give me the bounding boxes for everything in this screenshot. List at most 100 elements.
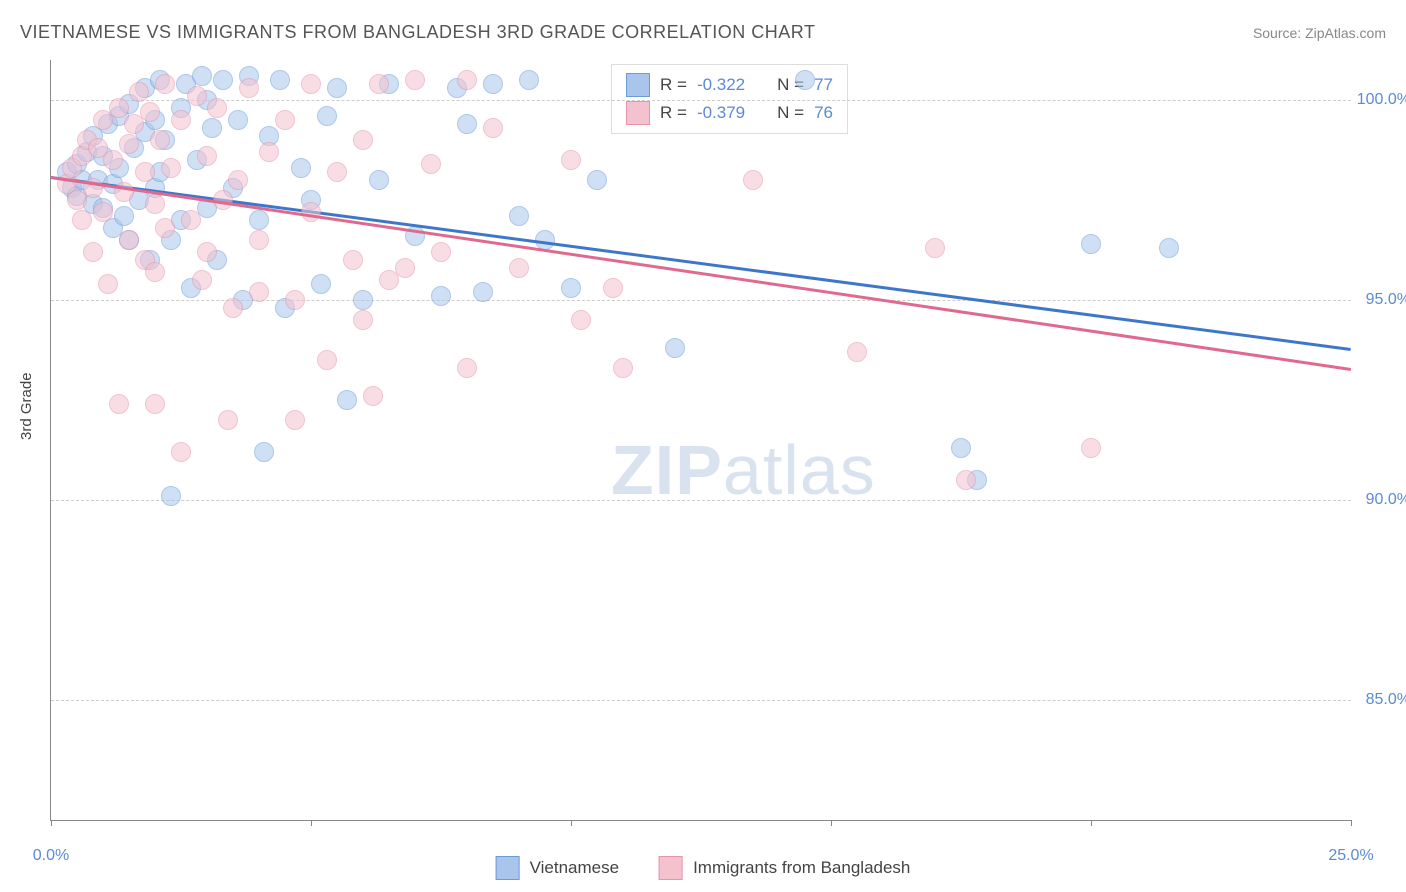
y-axis-label: 3rd Grade	[18, 372, 35, 440]
scatter-point	[363, 386, 383, 406]
scatter-point	[285, 290, 305, 310]
scatter-point	[457, 114, 477, 134]
scatter-point	[353, 290, 373, 310]
scatter-point	[239, 78, 259, 98]
scatter-point	[587, 170, 607, 190]
scatter-point	[353, 310, 373, 330]
scatter-point	[270, 70, 290, 90]
scatter-point	[207, 98, 227, 118]
scatter-point	[603, 278, 623, 298]
watermark-light: atlas	[723, 431, 876, 509]
scatter-point	[83, 242, 103, 262]
x-tick-mark	[571, 820, 572, 826]
scatter-point	[119, 134, 139, 154]
scatter-point	[192, 66, 212, 86]
scatter-point	[145, 194, 165, 214]
x-tick-mark	[311, 820, 312, 826]
scatter-point	[369, 74, 389, 94]
scatter-point	[98, 274, 118, 294]
scatter-point	[327, 78, 347, 98]
x-tick-mark	[1351, 820, 1352, 826]
scatter-point	[249, 230, 269, 250]
legend-label: Vietnamese	[530, 858, 619, 878]
watermark: ZIPatlas	[611, 430, 876, 510]
scatter-point	[161, 486, 181, 506]
scatter-point	[457, 70, 477, 90]
gridline-h	[51, 500, 1351, 501]
scatter-point	[213, 70, 233, 90]
scatter-point	[1159, 238, 1179, 258]
scatter-point	[795, 70, 815, 90]
r-value: -0.322	[697, 75, 745, 95]
scatter-point	[223, 298, 243, 318]
gridline-h	[51, 100, 1351, 101]
series-legend: VietnameseImmigrants from Bangladesh	[496, 856, 911, 880]
legend-swatch	[626, 101, 650, 125]
chart-title: VIETNAMESE VS IMMIGRANTS FROM BANGLADESH…	[20, 22, 815, 43]
scatter-point	[202, 118, 222, 138]
scatter-point	[613, 358, 633, 378]
x-tick-mark	[831, 820, 832, 826]
scatter-point	[285, 410, 305, 430]
scatter-point	[337, 390, 357, 410]
scatter-point	[103, 150, 123, 170]
x-tick-label: 0.0%	[33, 847, 69, 865]
source-label: Source: ZipAtlas.com	[1253, 25, 1386, 41]
scatter-point	[93, 202, 113, 222]
scatter-point	[155, 74, 175, 94]
scatter-point	[473, 282, 493, 302]
scatter-point	[275, 110, 295, 130]
stats-legend-row: R =-0.379N =76	[626, 99, 833, 127]
scatter-point	[197, 242, 217, 262]
scatter-point	[457, 358, 477, 378]
scatter-point	[119, 230, 139, 250]
legend-swatch	[659, 856, 683, 880]
r-label: R =	[660, 75, 687, 95]
scatter-point	[561, 278, 581, 298]
x-tick-mark	[51, 820, 52, 826]
scatter-point	[317, 106, 337, 126]
scatter-point	[1081, 438, 1101, 458]
scatter-point	[72, 210, 92, 230]
scatter-point	[291, 158, 311, 178]
x-tick-label: 25.0%	[1328, 847, 1373, 865]
scatter-point	[171, 110, 191, 130]
scatter-point	[135, 162, 155, 182]
scatter-point	[431, 242, 451, 262]
trend-line	[51, 176, 1351, 350]
scatter-point	[171, 442, 191, 462]
scatter-point	[187, 86, 207, 106]
scatter-point	[301, 74, 321, 94]
legend-swatch	[626, 73, 650, 97]
x-tick-mark	[1091, 820, 1092, 826]
scatter-point	[311, 274, 331, 294]
r-label: R =	[660, 103, 687, 123]
scatter-point	[150, 130, 170, 150]
r-value: -0.379	[697, 103, 745, 123]
y-tick-label: 90.0%	[1366, 491, 1406, 509]
scatter-point	[571, 310, 591, 330]
scatter-point	[561, 150, 581, 170]
scatter-point	[145, 262, 165, 282]
scatter-point	[301, 202, 321, 222]
scatter-point	[249, 282, 269, 302]
n-value: 77	[814, 75, 833, 95]
scatter-point	[181, 210, 201, 230]
scatter-point	[259, 142, 279, 162]
scatter-point	[228, 110, 248, 130]
y-tick-label: 100.0%	[1357, 91, 1406, 109]
scatter-point	[343, 250, 363, 270]
scatter-point	[109, 98, 129, 118]
scatter-point	[519, 70, 539, 90]
trend-line	[51, 176, 1351, 370]
scatter-point	[369, 170, 389, 190]
plot-area: ZIPatlas R =-0.322N =77R =-0.379N =76 85…	[50, 60, 1351, 821]
scatter-point	[509, 258, 529, 278]
n-value: 76	[814, 103, 833, 123]
scatter-point	[327, 162, 347, 182]
scatter-point	[129, 82, 149, 102]
scatter-point	[192, 270, 212, 290]
scatter-point	[925, 238, 945, 258]
scatter-point	[431, 286, 451, 306]
scatter-point	[665, 338, 685, 358]
